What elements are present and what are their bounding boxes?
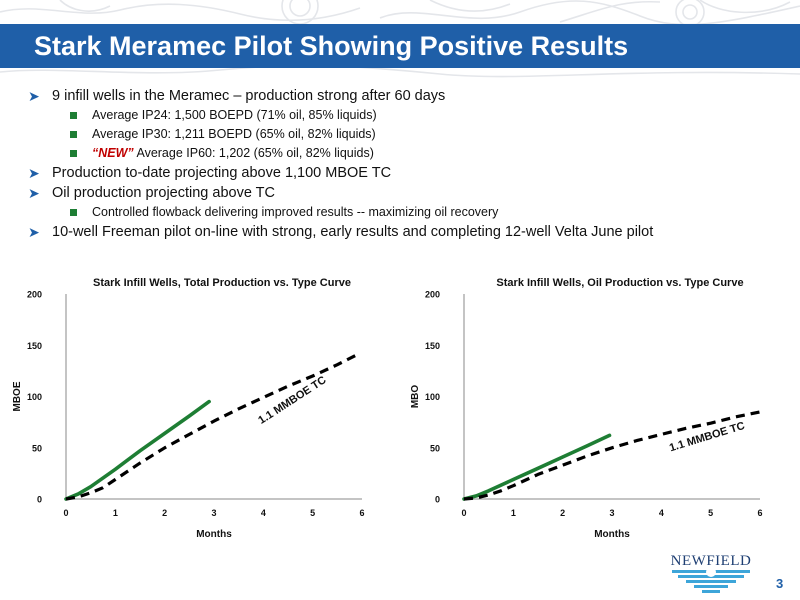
x-tick-label: 2 xyxy=(560,508,565,518)
y-tick-label: 150 xyxy=(425,341,440,351)
y-tick-label: 200 xyxy=(425,290,440,300)
total-production-chart-svg: Stark Infill Wells, Total Production vs.… xyxy=(12,277,365,540)
sub-bullet-item: Average IP30: 1,211 BOEPD (65% oil, 82% … xyxy=(28,125,788,144)
bullet-item: ➤ Oil production projecting above TC xyxy=(28,185,275,201)
x-tick-label: 1 xyxy=(511,508,516,518)
total-production-chart: Stark Infill Wells, Total Production vs.… xyxy=(6,272,378,544)
y-tick-label: 200 xyxy=(27,290,42,300)
type-curve-annotation: 1.1 MMBOE TC xyxy=(256,374,328,427)
x-tick-label: 2 xyxy=(162,508,167,518)
x-tick-label: 0 xyxy=(63,508,68,518)
newfield-logo: NEWFIELD xyxy=(671,553,752,593)
y-axis-label: MBO xyxy=(410,385,421,409)
actual-production-line xyxy=(64,399,211,501)
x-tick-label: 4 xyxy=(261,508,266,518)
x-tick-label: 5 xyxy=(310,508,315,518)
page-number: 3 xyxy=(776,576,784,591)
sub-bullet-item: Controlled flowback delivering improved … xyxy=(28,203,788,222)
new-highlight: “NEW” xyxy=(92,146,134,160)
y-tick-label: 150 xyxy=(27,341,42,351)
y-tick-label: 0 xyxy=(435,495,440,505)
y-tick-label: 100 xyxy=(425,392,440,402)
chart-title: Stark Infill Wells, Oil Production vs. T… xyxy=(496,277,743,289)
x-tick-label: 6 xyxy=(757,508,762,518)
x-tick-label: 3 xyxy=(211,508,216,518)
x-tick-label: 4 xyxy=(659,508,664,518)
x-tick-label: 6 xyxy=(359,508,364,518)
x-axis-label: Months xyxy=(196,529,232,540)
bullet-item: ➤ Production to-date projecting above 1,1… xyxy=(28,165,392,181)
sub-bullet-item: “NEW” Average IP60: 1,202 (65% oil, 82% … xyxy=(28,144,788,163)
type-curve-line xyxy=(65,352,361,501)
y-axis-label: MBOE xyxy=(12,381,23,411)
square-bullet-icon xyxy=(70,112,77,119)
logo-text: NEWFIELD xyxy=(671,553,752,569)
sub-bullet-item: Average IP24: 1,500 BOEPD (71% oil, 85% … xyxy=(28,106,788,125)
y-tick-label: 50 xyxy=(430,443,440,453)
actual-production-line xyxy=(462,433,612,501)
y-tick-label: 0 xyxy=(37,495,42,505)
x-tick-label: 1 xyxy=(113,508,118,518)
square-bullet-icon xyxy=(70,150,77,157)
title-bar: Stark Meramec Pilot Showing Positive Res… xyxy=(0,24,800,68)
bullet-item: ➤ 9 infill wells in the Meramec – product… xyxy=(28,88,446,104)
y-tick-label: 50 xyxy=(32,443,42,453)
arrow-bullet-icon: ➤ xyxy=(28,88,40,104)
x-tick-label: 3 xyxy=(609,508,614,518)
bullet-list: ➤ 9 infill wells in the Meramec – product… xyxy=(28,86,788,242)
arrow-bullet-icon: ➤ xyxy=(28,165,40,181)
oil-production-chart-svg: Stark Infill Wells, Oil Production vs. T… xyxy=(410,277,763,540)
square-bullet-icon xyxy=(70,209,77,216)
x-axis-label: Months xyxy=(594,529,630,540)
bullet-item: ➤ 10-well Freeman pilot on-line with stro… xyxy=(28,224,654,240)
square-bullet-icon xyxy=(70,131,77,138)
page-title: Stark Meramec Pilot Showing Positive Res… xyxy=(34,31,629,61)
oil-production-chart: Stark Infill Wells, Oil Production vs. T… xyxy=(404,272,776,544)
chart-title: Stark Infill Wells, Total Production vs.… xyxy=(93,277,351,289)
arrow-bullet-icon: ➤ xyxy=(28,185,40,201)
y-tick-label: 100 xyxy=(27,392,42,402)
x-tick-label: 5 xyxy=(708,508,713,518)
arrow-bullet-icon: ➤ xyxy=(28,224,40,240)
x-tick-label: 0 xyxy=(461,508,466,518)
type-curve-line xyxy=(463,410,761,501)
